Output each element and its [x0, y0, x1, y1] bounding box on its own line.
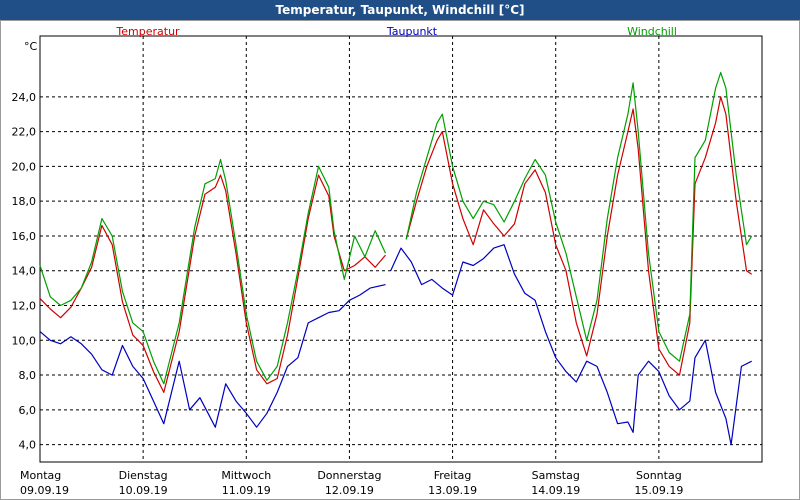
x-day-label: Samstag: [532, 469, 580, 482]
axes: [39, 35, 763, 463]
series-line-temperatur-1: [39, 174, 386, 393]
y-tick-label: 22,0: [12, 126, 37, 139]
series-line-taupunkt-1: [39, 284, 386, 428]
x-date-label: 09.09.19: [20, 484, 69, 497]
y-tick-label: 16,0: [12, 230, 37, 243]
y-tick-label: 10,0: [12, 334, 37, 347]
series-lines: [39, 71, 753, 446]
series-line-taupunkt-2: [390, 244, 752, 446]
y-tick-label: 6,0: [19, 404, 37, 417]
x-date-label: 15.09.19: [634, 484, 683, 497]
x-date-label: 14.09.19: [531, 484, 580, 497]
labels: 4,0 6,0 8,0 10,0 12,0 14,0 16,0 18,0 20,0 22,0 24,…: [12, 25, 684, 497]
x-day-label: Mittwoch: [221, 469, 271, 482]
window-title: Temperatur, Taupunkt, Windchill [°C]: [0, 0, 800, 20]
series-line-windchill-2: [405, 71, 753, 362]
y-tick-label: 20,0: [12, 160, 37, 173]
x-day-label: Dienstag: [119, 469, 168, 482]
y-tick-label: 12,0: [12, 300, 37, 313]
x-date-label: 12.09.19: [325, 484, 374, 497]
series-line-windchill-1: [39, 158, 387, 385]
chart-panel: [0, 20, 800, 500]
legend-temperatur: Temperatur: [115, 25, 180, 38]
x-day-label: Freitag: [434, 469, 472, 482]
y-tick-label: 4,0: [19, 439, 37, 452]
x-date-label: 10.09.19: [119, 484, 168, 497]
x-date-label: 11.09.19: [222, 484, 271, 497]
y-tick-label: 8,0: [19, 369, 37, 382]
x-day-label: Sonntag: [636, 469, 682, 482]
plot-frame: [39, 35, 763, 463]
legend-taupunkt: Taupunkt: [386, 25, 438, 38]
series-line-temperatur-2: [405, 96, 753, 376]
y-tick-label: 18,0: [12, 195, 37, 208]
y-tick-label: 24,0: [12, 91, 37, 104]
x-day-label: Montag: [20, 469, 61, 482]
x-day-label: Donnerstag: [317, 469, 381, 482]
y-axis-label: °C: [24, 40, 38, 53]
legend-windchill: Windchill: [627, 25, 677, 38]
x-date-label: 13.09.19: [428, 484, 477, 497]
y-tick-label: 14,0: [12, 265, 37, 278]
